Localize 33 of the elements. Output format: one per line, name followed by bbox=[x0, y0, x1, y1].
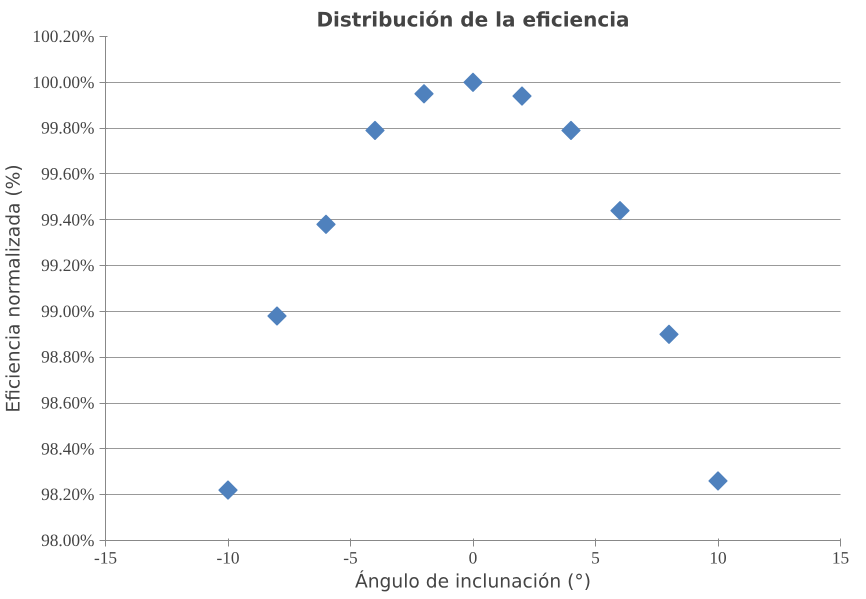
x-tick-label: 10 bbox=[709, 548, 727, 568]
y-tick-label: 99.40% bbox=[41, 210, 95, 230]
x-tick-label: 15 bbox=[832, 548, 850, 568]
y-tick-label: 100.00% bbox=[32, 72, 95, 92]
point bbox=[659, 324, 679, 344]
point bbox=[267, 306, 287, 326]
y-tick-label: 98.00% bbox=[41, 531, 95, 550]
x-axis-title: Ángulo de inclunación (°) bbox=[354, 570, 592, 592]
point bbox=[561, 120, 581, 140]
point bbox=[218, 480, 238, 500]
x-tick-label: -10 bbox=[216, 548, 240, 568]
x-tick-label: 0 bbox=[468, 548, 478, 568]
y-tick-label: 99.80% bbox=[41, 118, 95, 138]
point bbox=[708, 471, 728, 491]
x-tick-label: 5 bbox=[591, 548, 600, 568]
point bbox=[316, 214, 336, 234]
y-tick-label: 98.40% bbox=[41, 439, 95, 458]
x-tick-label: -5 bbox=[343, 548, 358, 568]
y-tick-label: 100.20% bbox=[32, 27, 95, 46]
y-tick-label: 99.20% bbox=[41, 256, 95, 276]
y-tick-label: 98.20% bbox=[41, 485, 95, 504]
y-tick-label: 99.00% bbox=[41, 302, 95, 321]
point bbox=[512, 86, 532, 106]
x-tick-label: -15 bbox=[94, 548, 118, 568]
y-tick-label: 99.60% bbox=[41, 164, 95, 184]
y-tick-label: 98.80% bbox=[41, 348, 95, 367]
y-axis-title: Eficiencia normalizada (%) bbox=[3, 164, 24, 413]
y-tick-label: 98.60% bbox=[41, 394, 95, 413]
point bbox=[610, 200, 630, 220]
point bbox=[414, 84, 434, 104]
chart-title: Distribución de la eficiencia bbox=[316, 8, 630, 32]
point bbox=[463, 72, 483, 92]
point bbox=[365, 120, 385, 140]
